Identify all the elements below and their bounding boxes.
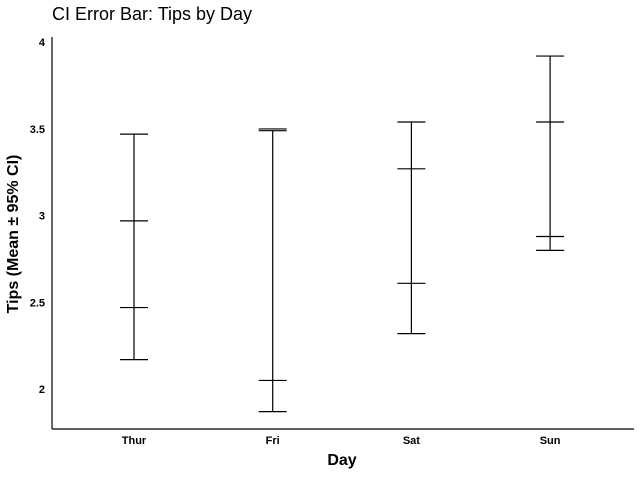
x-ticks: Thur Fri Sat Sun: [122, 435, 561, 447]
y-tick-label: 3.5: [30, 124, 45, 136]
y-ticks: 2 2.5 3 3.5 4: [30, 37, 46, 396]
error-bar-thur: [120, 133, 148, 361]
error-bars: [120, 55, 565, 413]
y-tick-label: 2: [39, 384, 45, 396]
x-tick-label: Sun: [540, 435, 561, 447]
y-tick-label: 3: [39, 211, 45, 223]
y-tick-label: 2.5: [30, 297, 45, 309]
error-bar-sun: [536, 55, 565, 251]
x-axis-label: Day: [327, 452, 356, 469]
y-tick-label: 4: [39, 37, 46, 49]
x-tick-label: Fri: [266, 435, 280, 447]
error-bar-fri: [258, 128, 287, 413]
x-tick-label: Sat: [403, 435, 420, 447]
y-axis-label: Tips (Mean ± 95% CI): [5, 155, 22, 314]
x-tick-label: Thur: [122, 435, 147, 447]
chart-title: CI Error Bar: Tips by Day: [52, 4, 252, 24]
error-bar-sat: [397, 121, 426, 335]
